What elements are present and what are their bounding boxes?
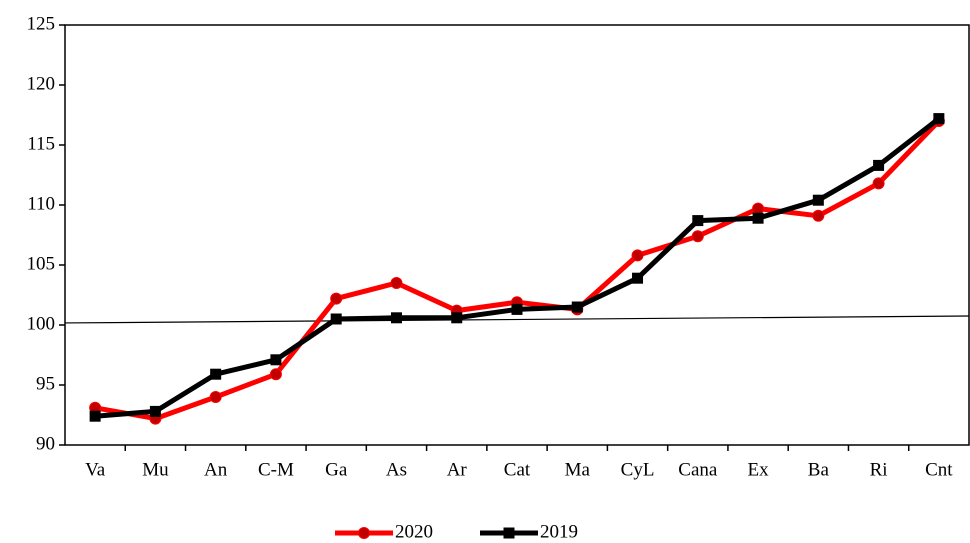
data-point: [330, 313, 342, 325]
x-tick-label: Ar: [447, 459, 468, 480]
data-point: [390, 312, 402, 324]
data-point: [571, 301, 583, 313]
x-tick-label: Ga: [325, 459, 348, 480]
trend-line: [64, 315, 970, 324]
x-tick-label: Ri: [870, 459, 888, 480]
x-tick-label: An: [204, 459, 228, 480]
data-point: [209, 391, 222, 403]
legend-label: 2019: [540, 521, 578, 542]
x-tick-label: Ba: [808, 459, 830, 480]
y-tick-label: 125: [27, 13, 56, 34]
y-tick-label: 90: [36, 433, 55, 454]
y-tick-label: 110: [27, 193, 55, 214]
plot-frame: [64, 24, 970, 446]
data-point: [210, 368, 222, 380]
data-point: [691, 230, 704, 243]
data-point: [511, 303, 523, 315]
data-point: [752, 212, 764, 224]
x-tick-label: Ex: [748, 459, 770, 480]
x-tick-label: Ma: [565, 459, 591, 480]
data-point: [390, 277, 403, 289]
data-point: [631, 249, 644, 262]
data-point: [330, 292, 343, 305]
x-tick-label: Cana: [678, 459, 718, 480]
y-tick-label: 100: [27, 313, 56, 334]
series-line: [94, 116, 941, 419]
data-point: [872, 177, 885, 190]
x-tick-label: Mu: [142, 459, 169, 480]
x-tick-label: As: [386, 459, 407, 480]
data-point: [89, 410, 101, 422]
data-point: [149, 405, 161, 417]
data-point: [451, 312, 463, 324]
data-point: [812, 194, 824, 206]
y-tick-label: 105: [27, 253, 56, 274]
legend-label: 2020: [395, 521, 433, 542]
legend-marker: [358, 527, 370, 539]
y-tick-label: 95: [36, 373, 55, 394]
data-point: [933, 113, 945, 125]
data-point: [692, 215, 704, 227]
x-tick-label: C-M: [258, 459, 294, 480]
x-tick-label: Cat: [504, 459, 531, 480]
data-point: [270, 354, 282, 366]
x-tick-label: Cnt: [925, 459, 953, 480]
y-tick-label: 120: [27, 73, 56, 94]
data-point: [269, 368, 282, 381]
data-point: [812, 209, 825, 222]
x-tick-label: Va: [85, 459, 106, 480]
data-point: [873, 159, 885, 171]
data-point: [632, 272, 644, 284]
x-tick-label: CyL: [621, 459, 655, 480]
legend-marker: [503, 527, 515, 539]
data-point: [752, 202, 765, 215]
y-tick-label: 115: [27, 133, 55, 154]
